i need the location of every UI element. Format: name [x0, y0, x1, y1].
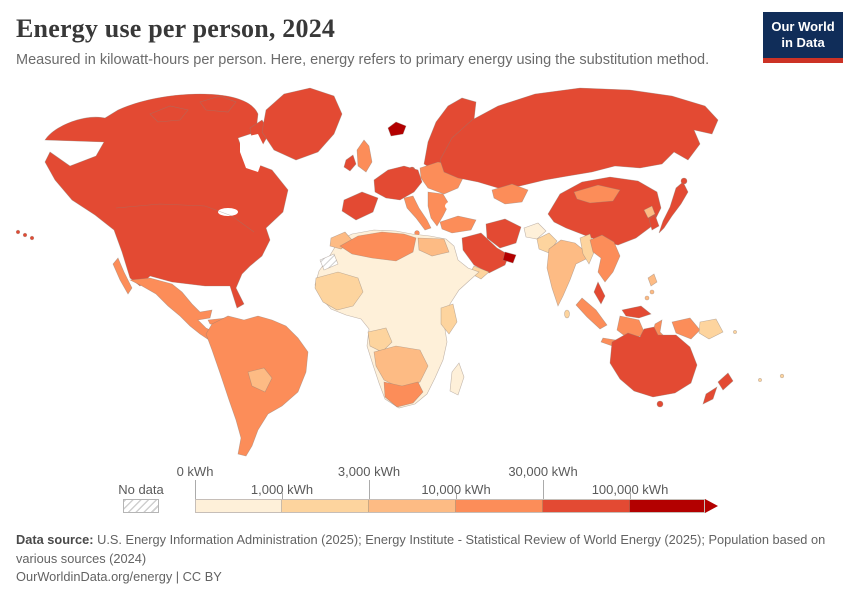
legend-bin-4[interactable] [543, 499, 630, 513]
legend-tick [543, 480, 544, 499]
country-fiji[interactable] [779, 373, 785, 379]
source-line: Data source: U.S. Energy Information Adm… [16, 531, 828, 568]
world-map-svg [15, 87, 785, 457]
country-sri-lanka[interactable] [564, 309, 570, 319]
legend-bin-2[interactable] [369, 499, 456, 513]
country-east-africa[interactable] [440, 303, 458, 335]
country-west-papua[interactable] [671, 317, 701, 340]
country-bolivia-paraguay[interactable] [247, 367, 273, 393]
country-southern-africa[interactable] [373, 345, 429, 389]
country-south-korea[interactable] [648, 214, 660, 231]
country-balkans[interactable] [427, 191, 450, 227]
country-iceland[interactable] [387, 121, 407, 137]
country-central-asia[interactable] [491, 183, 529, 205]
owid-logo[interactable]: Our World in Data [763, 12, 843, 63]
legend-bin-1[interactable] [282, 499, 369, 513]
chart-subtitle: Measured in kilowatt-hours per person. H… [16, 52, 710, 68]
map-legend: No data 0 kWh 1,000 kWh 3,000 kWh 10,000 kW… [0, 460, 850, 518]
country-solomon-islands[interactable] [733, 330, 737, 334]
country-afghanistan[interactable] [523, 222, 547, 240]
country-turkey[interactable] [439, 215, 477, 234]
country-malaysia-borneo[interactable] [621, 305, 652, 319]
country-western-europe[interactable] [373, 165, 423, 201]
legend-bin-0[interactable] [195, 499, 282, 513]
country-ireland[interactable] [343, 154, 357, 172]
country-saudi-arabia[interactable] [461, 232, 510, 274]
no-data-label: No data [118, 482, 164, 497]
legend-tick-label: 3,000 kWh [337, 464, 401, 479]
legend-arrow [705, 499, 718, 513]
country-hokkaido[interactable] [680, 177, 688, 185]
country-tasmania[interactable] [656, 400, 664, 408]
country-greenland[interactable] [261, 87, 343, 161]
country-egypt[interactable] [417, 237, 450, 257]
footer-link[interactable]: OurWorldinData.org/energy | CC BY [16, 569, 222, 585]
country-madagascar[interactable] [449, 362, 465, 396]
country-south-africa[interactable] [383, 381, 424, 408]
legend-tick-label: 0 kWh [176, 464, 214, 479]
legend-bin-3[interactable] [456, 499, 543, 513]
country-united-kingdom[interactable] [356, 139, 373, 173]
chart-footer: Data source: U.S. Energy Information Adm… [16, 531, 828, 587]
country-arctic-islands[interactable] [199, 95, 237, 113]
country-new-zealand-south[interactable] [702, 386, 718, 405]
source-text: U.S. Energy Information Administration (… [16, 532, 826, 566]
owid-logo-line1: Our World [771, 19, 835, 34]
country-malay-peninsula[interactable] [593, 281, 606, 305]
no-data-swatch[interactable] [123, 499, 159, 513]
country-hawaii[interactable] [15, 229, 21, 235]
legend-bin-5[interactable] [630, 499, 705, 513]
country-western-sahara[interactable] [319, 253, 339, 271]
country-west-africa[interactable] [314, 271, 364, 311]
country-iberia[interactable] [341, 191, 379, 221]
country-africa[interactable] [314, 229, 480, 409]
legend-tick-label: 100,000 kWh [591, 482, 669, 497]
country-hawaii[interactable] [22, 232, 28, 238]
country-indochina[interactable] [589, 234, 621, 283]
country-north-america[interactable] [44, 93, 289, 309]
legend-tick [195, 480, 196, 499]
legend-tick-label: 10,000 kWh [421, 482, 491, 497]
country-angola[interactable] [367, 327, 393, 353]
country-baja-california[interactable] [112, 257, 133, 295]
country-philippines[interactable] [644, 295, 650, 301]
owid-logo-line2: in Data [781, 35, 825, 51]
country-iran[interactable] [485, 218, 522, 249]
legend-tick [369, 480, 370, 499]
country-algeria-libya[interactable] [339, 231, 417, 262]
country-north-korea[interactable] [643, 205, 656, 219]
legend-tick [282, 493, 283, 499]
country-gulf-states[interactable] [502, 251, 517, 264]
country-new-zealand-north[interactable] [717, 372, 734, 391]
country-philippines[interactable] [647, 273, 658, 287]
world-map [0, 80, 850, 460]
country-arctic-islands[interactable] [149, 105, 189, 123]
country-philippines[interactable] [649, 289, 655, 295]
country-australia[interactable] [609, 326, 698, 398]
legend-tick-label: 30,000 kWh [508, 464, 578, 479]
country-india[interactable] [546, 239, 593, 307]
country-mongolia[interactable] [573, 184, 621, 204]
legend-tick [456, 493, 457, 499]
legend-tick [630, 493, 631, 499]
country-italy[interactable] [403, 195, 432, 231]
country-papua-new-guinea[interactable] [698, 318, 724, 340]
country-new-caledonia[interactable] [758, 378, 762, 382]
country-japan[interactable] [658, 181, 689, 234]
legend-tick-label: 1,000 kWh [250, 482, 314, 497]
country-russia[interactable] [439, 87, 719, 189]
page-title: Energy use per person, 2024 [16, 14, 336, 43]
country-hawaii[interactable] [29, 235, 35, 241]
country-sumatra[interactable] [575, 297, 608, 330]
source-label: Data source: [16, 532, 94, 547]
